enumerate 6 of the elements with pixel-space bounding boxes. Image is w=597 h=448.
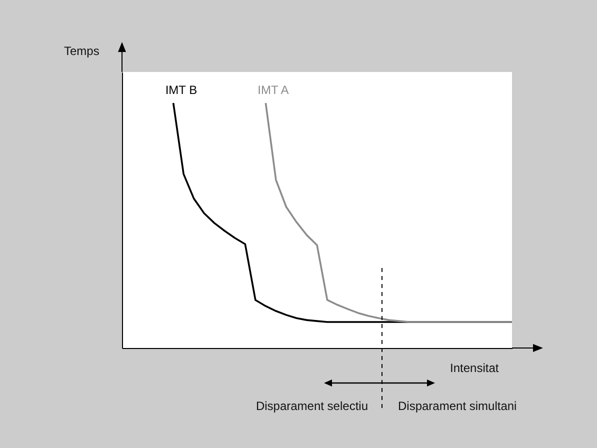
y-axis-title: Temps (64, 44, 100, 58)
series-label: IMT A (258, 83, 289, 97)
text: Disparament selectiu (256, 399, 368, 413)
text: Disparament simultani (398, 399, 517, 413)
series-label: IMT B (165, 83, 198, 97)
x-axis-title: Intensitat (450, 361, 499, 375)
